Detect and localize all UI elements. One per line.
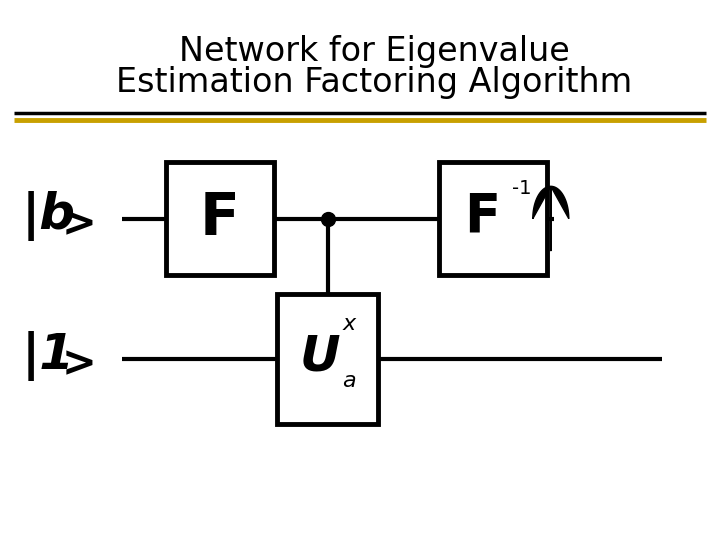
Text: U: U [300,333,341,380]
Bar [166,162,274,275]
Text: Network for Eigenvalue: Network for Eigenvalue [179,35,570,68]
Bar [277,294,378,424]
Text: -1: -1 [512,179,532,199]
Text: |b: |b [22,191,76,241]
Text: a: a [343,370,356,391]
Text: >: > [61,203,96,245]
Text: >: > [61,343,96,386]
Text: x: x [343,314,356,334]
Polygon shape [533,186,569,251]
Text: |1: |1 [22,332,75,381]
Text: F: F [199,190,240,247]
Text: F: F [464,190,500,242]
Text: Estimation Factoring Algorithm: Estimation Factoring Algorithm [116,65,633,99]
Bar [439,162,547,275]
